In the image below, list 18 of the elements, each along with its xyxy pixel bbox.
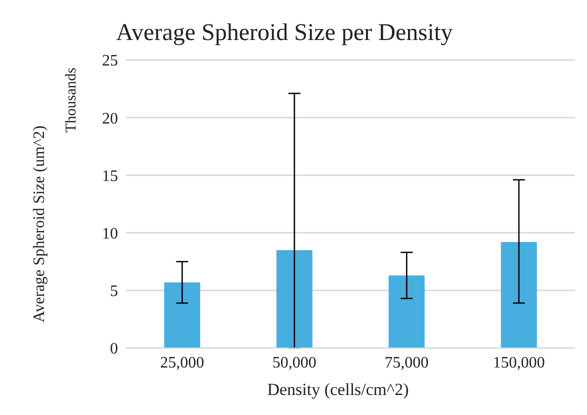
bar xyxy=(388,275,425,348)
bar xyxy=(164,282,200,348)
y-tick-label: 5 xyxy=(110,283,118,300)
bar xyxy=(276,250,312,348)
y-tick-label: 10 xyxy=(102,225,118,242)
y-tick-label: 25 xyxy=(102,52,118,70)
y-tick-label: 0 xyxy=(110,340,118,358)
x-tick-label: 50,000 xyxy=(272,354,316,372)
x-tick-label: 75,000 xyxy=(384,354,429,372)
y-tick-label: 15 xyxy=(102,168,118,185)
bar xyxy=(500,242,537,348)
text: Thousands xyxy=(64,68,80,132)
x-tick-label: 25,000 xyxy=(160,354,204,372)
x-axis-title: Density (cells/cm^2) xyxy=(267,380,409,400)
x-tick-label: 150,000 xyxy=(492,354,545,372)
chart-title: Average Spheroid Size per Density xyxy=(116,20,453,47)
y-tick-label: 20 xyxy=(102,110,118,128)
y-axis-title: Average Spheroid Size (um^2) xyxy=(31,126,49,322)
